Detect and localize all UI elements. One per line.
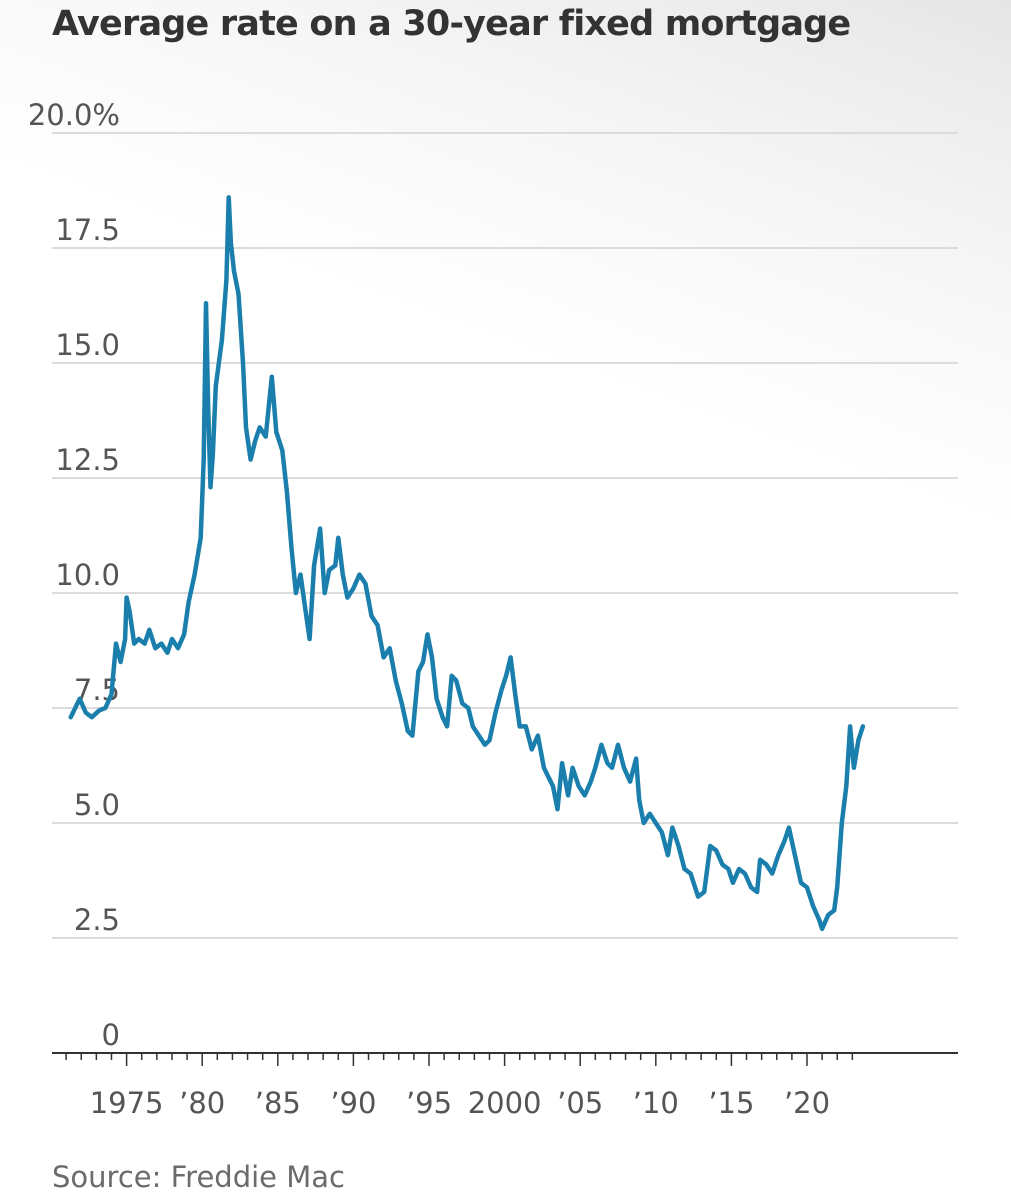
y-tick-label: 15.0 xyxy=(55,328,120,362)
chart-title: Average rate on a 30-year fixed mortgage xyxy=(52,4,851,44)
x-tick-label: ’10 xyxy=(633,1086,679,1120)
series-line-30-year-fixed-rate xyxy=(68,195,866,932)
x-tick-label: ’90 xyxy=(330,1086,376,1120)
y-tick-label: 2.5 xyxy=(74,903,120,937)
y-axis-tick-labels: 20.0%17.515.012.510.07.55.02.50 xyxy=(28,98,120,1052)
x-tick-label: ’20 xyxy=(784,1086,830,1120)
y-tick-label: 10.0 xyxy=(55,558,120,592)
x-tick-label: ’85 xyxy=(255,1086,301,1120)
gridlines xyxy=(52,132,958,939)
x-axis-ticks: 1975 ’80 ’85 ’90 ’95 2000 ’05 ’10 ’15 ’20 xyxy=(65,1053,854,1120)
y-tick-label: 20.0% xyxy=(28,98,120,132)
x-tick-label: ’05 xyxy=(557,1086,603,1120)
source-note: Source: Freddie Mac xyxy=(52,1160,345,1194)
x-tick-label: ’95 xyxy=(406,1086,452,1120)
x-tick-label: 1975 xyxy=(90,1086,164,1120)
y-tick-label: 0 xyxy=(102,1018,120,1052)
y-tick-label: 5.0 xyxy=(74,788,120,822)
y-tick-label: 17.5 xyxy=(55,213,120,247)
y-tick-label: 12.5 xyxy=(55,443,120,477)
x-tick-label: ’80 xyxy=(179,1086,225,1120)
x-tick-label: ’15 xyxy=(708,1086,754,1120)
x-tick-label: 2000 xyxy=(468,1086,542,1120)
